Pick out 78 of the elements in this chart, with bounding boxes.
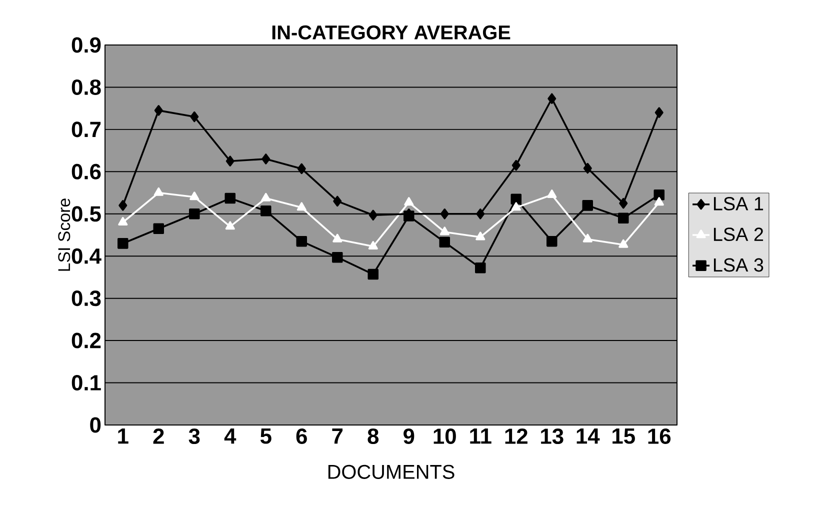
point bbox=[332, 234, 342, 242]
point bbox=[512, 160, 520, 171]
point bbox=[582, 200, 594, 211]
point bbox=[583, 162, 592, 174]
x-tick-label: 13 bbox=[541, 428, 564, 444]
point bbox=[618, 212, 629, 224]
point bbox=[261, 192, 271, 202]
point bbox=[225, 221, 235, 230]
point bbox=[546, 236, 558, 247]
y-tick-label: 0.9 bbox=[72, 37, 101, 53]
point bbox=[260, 206, 272, 216]
point bbox=[476, 208, 485, 220]
x-tick-label: 12 bbox=[505, 428, 528, 444]
point bbox=[618, 239, 628, 248]
chart-title: IN-CATEGORY AVERAGE bbox=[272, 25, 510, 40]
x-tick-label: 10 bbox=[434, 428, 456, 444]
point bbox=[154, 105, 163, 116]
y-tick-label: 0.5 bbox=[72, 206, 101, 222]
x-tick-label: 5 bbox=[260, 428, 272, 444]
point bbox=[548, 93, 556, 104]
x-tick-label: 6 bbox=[296, 428, 307, 444]
point bbox=[582, 234, 592, 242]
point bbox=[476, 232, 486, 240]
y-tick-label: 0.4 bbox=[72, 248, 102, 264]
point bbox=[440, 208, 449, 220]
point bbox=[368, 268, 379, 280]
point bbox=[296, 202, 306, 211]
x-tick-label: 8 bbox=[368, 428, 379, 444]
y-tick-label: 0.8 bbox=[72, 79, 101, 95]
y-tick-label: 0.2 bbox=[72, 332, 101, 348]
x-tick-label: 3 bbox=[188, 428, 200, 444]
y-tick-label: 0 bbox=[90, 417, 101, 433]
y-tick-label: 0.6 bbox=[72, 164, 101, 180]
x-tick-label: 4 bbox=[224, 428, 236, 444]
x-tick-label: 16 bbox=[648, 428, 671, 444]
point bbox=[154, 187, 164, 196]
point bbox=[404, 197, 414, 206]
point bbox=[332, 252, 343, 263]
x-tick-label: 1 bbox=[118, 428, 128, 444]
y-tick-label: 0.7 bbox=[72, 122, 101, 138]
point bbox=[118, 200, 128, 211]
y-tick-label: 0.3 bbox=[72, 290, 101, 306]
x-tick-label: 2 bbox=[153, 428, 164, 444]
point bbox=[440, 226, 450, 236]
point bbox=[333, 196, 342, 207]
y-tick-label: 0.1 bbox=[72, 375, 101, 391]
point bbox=[224, 192, 236, 204]
point bbox=[226, 156, 234, 166]
y-axis-title: LSI Score bbox=[58, 198, 70, 271]
point bbox=[475, 262, 486, 274]
point bbox=[262, 154, 270, 164]
x-tick-label: 14 bbox=[576, 428, 600, 444]
x-tick-label: 15 bbox=[612, 428, 635, 444]
x-tick-label: 9 bbox=[404, 428, 414, 444]
point bbox=[547, 189, 557, 198]
point bbox=[368, 210, 378, 221]
point bbox=[118, 238, 128, 249]
point bbox=[654, 189, 665, 200]
x-tick-label: 11 bbox=[470, 428, 492, 444]
point bbox=[296, 236, 308, 247]
x-tick-label: 7 bbox=[332, 428, 343, 444]
point bbox=[654, 107, 664, 118]
point bbox=[654, 197, 664, 206]
x-axis-title: DOCUMENTS bbox=[328, 464, 454, 479]
point bbox=[118, 216, 128, 226]
point bbox=[439, 236, 450, 248]
point bbox=[190, 111, 199, 122]
point bbox=[153, 223, 164, 234]
legend-label: LSA 3 bbox=[714, 258, 764, 272]
point bbox=[297, 163, 306, 174]
point bbox=[190, 192, 200, 200]
legend-label: LSA 2 bbox=[714, 228, 764, 242]
point bbox=[511, 202, 521, 211]
point bbox=[368, 241, 378, 250]
point bbox=[189, 208, 200, 220]
legend-label: LSA 1 bbox=[714, 196, 764, 210]
point bbox=[510, 194, 522, 204]
point bbox=[619, 198, 628, 209]
